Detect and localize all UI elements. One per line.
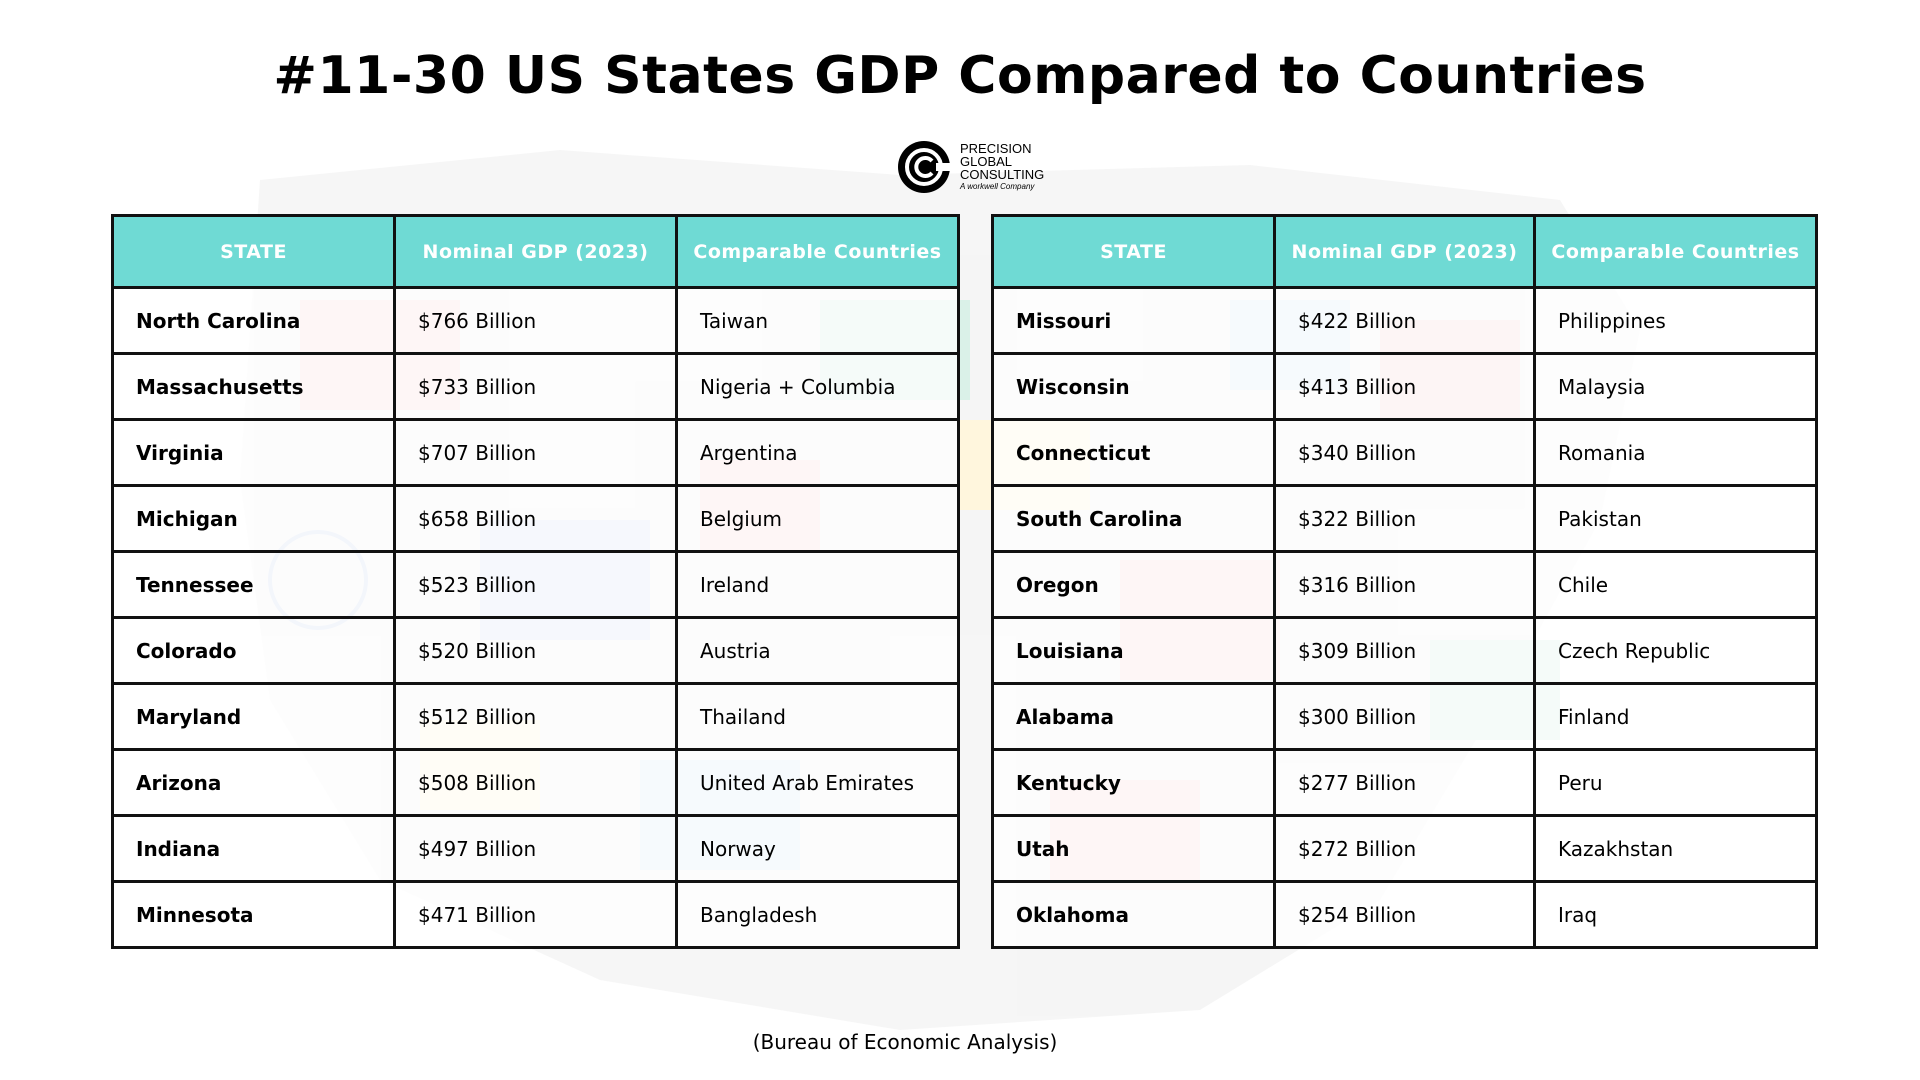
gdp-cell: $340 Billion: [1273, 418, 1536, 487]
table-row: Oregon $316 Billion Chile: [991, 550, 1818, 619]
state-cell: North Carolina: [111, 286, 396, 355]
country-cell: Thailand: [675, 682, 960, 751]
state-cell: Louisiana: [991, 616, 1276, 685]
state-cell: Tennessee: [111, 550, 396, 619]
header-nominal-gdp: Nominal GDP (2023): [1273, 214, 1536, 289]
country-cell: Norway: [675, 814, 960, 883]
state-cell: Missouri: [991, 286, 1276, 355]
logo-line-2: GLOBAL: [960, 153, 1013, 169]
country-cell: Ireland: [675, 550, 960, 619]
gdp-cell: $413 Billion: [1273, 352, 1536, 421]
state-cell: Arizona: [111, 748, 396, 817]
state-cell: Maryland: [111, 682, 396, 751]
header-nominal-gdp: Nominal GDP (2023): [393, 214, 678, 289]
source-note: (Bureau of Economic Analysis): [752, 1030, 1058, 1054]
table-row: South Carolina $322 Billion Pakistan: [991, 484, 1818, 553]
table-row: Michigan $658 Billion Belgium: [111, 484, 960, 553]
country-cell: United Arab Emirates: [675, 748, 960, 817]
gdp-cell: $471 Billion: [393, 880, 678, 949]
state-cell: Connecticut: [991, 418, 1276, 487]
state-cell: Massachusetts: [111, 352, 396, 421]
logo-subtitle: A workwell Company: [960, 181, 1035, 191]
country-cell: Pakistan: [1533, 484, 1818, 553]
table-header-row: STATE Nominal GDP (2023) Comparable Coun…: [111, 214, 960, 289]
state-cell: Alabama: [991, 682, 1276, 751]
gdp-cell: $254 Billion: [1273, 880, 1536, 949]
table-row: Utah $272 Billion Kazakhstan: [991, 814, 1818, 883]
gdp-table-left: STATE Nominal GDP (2023) Comparable Coun…: [111, 214, 960, 949]
gdp-cell: $766 Billion: [393, 286, 678, 355]
gdp-cell: $658 Billion: [393, 484, 678, 553]
state-cell: Michigan: [111, 484, 396, 553]
table-row: Kentucky $277 Billion Peru: [991, 748, 1818, 817]
company-logo: PRECISION GLOBAL CONSULTING A workwell C…: [896, 134, 1056, 200]
table-row: Alabama $300 Billion Finland: [991, 682, 1818, 751]
table-row: Missouri $422 Billion Philippines: [991, 286, 1818, 355]
table-row: Wisconsin $413 Billion Malaysia: [991, 352, 1818, 421]
country-cell: Finland: [1533, 682, 1818, 751]
country-cell: Romania: [1533, 418, 1818, 487]
table-row: Maryland $512 Billion Thailand: [111, 682, 960, 751]
gdp-cell: $277 Billion: [1273, 748, 1536, 817]
country-cell: Philippines: [1533, 286, 1818, 355]
precision-global-consulting-logo-icon: [898, 141, 952, 193]
country-cell: Taiwan: [675, 286, 960, 355]
gdp-cell: $322 Billion: [1273, 484, 1536, 553]
table-row: Virginia $707 Billion Argentina: [111, 418, 960, 487]
state-cell: Minnesota: [111, 880, 396, 949]
table-header-row: STATE Nominal GDP (2023) Comparable Coun…: [991, 214, 1818, 289]
state-cell: Oregon: [991, 550, 1276, 619]
state-cell: Indiana: [111, 814, 396, 883]
gdp-cell: $272 Billion: [1273, 814, 1536, 883]
state-cell: Colorado: [111, 616, 396, 685]
header-state: STATE: [991, 214, 1276, 289]
country-cell: Austria: [675, 616, 960, 685]
gdp-cell: $422 Billion: [1273, 286, 1536, 355]
table-row: Oklahoma $254 Billion Iraq: [991, 880, 1818, 949]
country-cell: Belgium: [675, 484, 960, 553]
logo-line-3: CONSULTING: [960, 166, 1045, 182]
country-cell: Malaysia: [1533, 352, 1818, 421]
country-cell: Argentina: [675, 418, 960, 487]
gdp-cell: $300 Billion: [1273, 682, 1536, 751]
gdp-cell: $316 Billion: [1273, 550, 1536, 619]
table-row: Connecticut $340 Billion Romania: [991, 418, 1818, 487]
state-cell: South Carolina: [991, 484, 1276, 553]
country-cell: Czech Republic: [1533, 616, 1818, 685]
gdp-cell: $520 Billion: [393, 616, 678, 685]
gdp-cell: $523 Billion: [393, 550, 678, 619]
gdp-cell: $497 Billion: [393, 814, 678, 883]
gdp-table-right: STATE Nominal GDP (2023) Comparable Coun…: [991, 214, 1818, 949]
gdp-cell: $508 Billion: [393, 748, 678, 817]
table-row: Massachusetts $733 Billion Nigeria + Col…: [111, 352, 960, 421]
gdp-cell: $707 Billion: [393, 418, 678, 487]
state-cell: Oklahoma: [991, 880, 1276, 949]
country-cell: Nigeria + Columbia: [675, 352, 960, 421]
table-row: Indiana $497 Billion Norway: [111, 814, 960, 883]
table-row: Louisiana $309 Billion Czech Republic: [991, 616, 1818, 685]
page-title: #11-30 US States GDP Compared to Countri…: [273, 46, 1647, 106]
table-row: Minnesota $471 Billion Bangladesh: [111, 880, 960, 949]
logo-text: PRECISION GLOBAL CONSULTING A workwell C…: [960, 142, 1044, 193]
state-cell: Virginia: [111, 418, 396, 487]
table-row: Arizona $508 Billion United Arab Emirate…: [111, 748, 960, 817]
country-cell: Bangladesh: [675, 880, 960, 949]
table-row: Tennessee $523 Billion Ireland: [111, 550, 960, 619]
header-comparable-countries: Comparable Countries: [1533, 214, 1818, 289]
gdp-cell: $309 Billion: [1273, 616, 1536, 685]
table-row: Colorado $520 Billion Austria: [111, 616, 960, 685]
gdp-cell: $512 Billion: [393, 682, 678, 751]
logo-line-1: PRECISION: [960, 140, 1032, 156]
country-cell: Iraq: [1533, 880, 1818, 949]
country-cell: Kazakhstan: [1533, 814, 1818, 883]
header-comparable-countries: Comparable Countries: [675, 214, 960, 289]
gdp-cell: $733 Billion: [393, 352, 678, 421]
state-cell: Utah: [991, 814, 1276, 883]
table-row: North Carolina $766 Billion Taiwan: [111, 286, 960, 355]
state-cell: Kentucky: [991, 748, 1276, 817]
header-state: STATE: [111, 214, 396, 289]
state-cell: Wisconsin: [991, 352, 1276, 421]
country-cell: Peru: [1533, 748, 1818, 817]
country-cell: Chile: [1533, 550, 1818, 619]
